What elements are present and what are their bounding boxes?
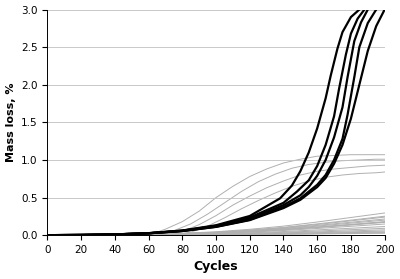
Y-axis label: Mass loss, %: Mass loss, % — [6, 83, 16, 162]
X-axis label: Cycles: Cycles — [194, 260, 238, 273]
